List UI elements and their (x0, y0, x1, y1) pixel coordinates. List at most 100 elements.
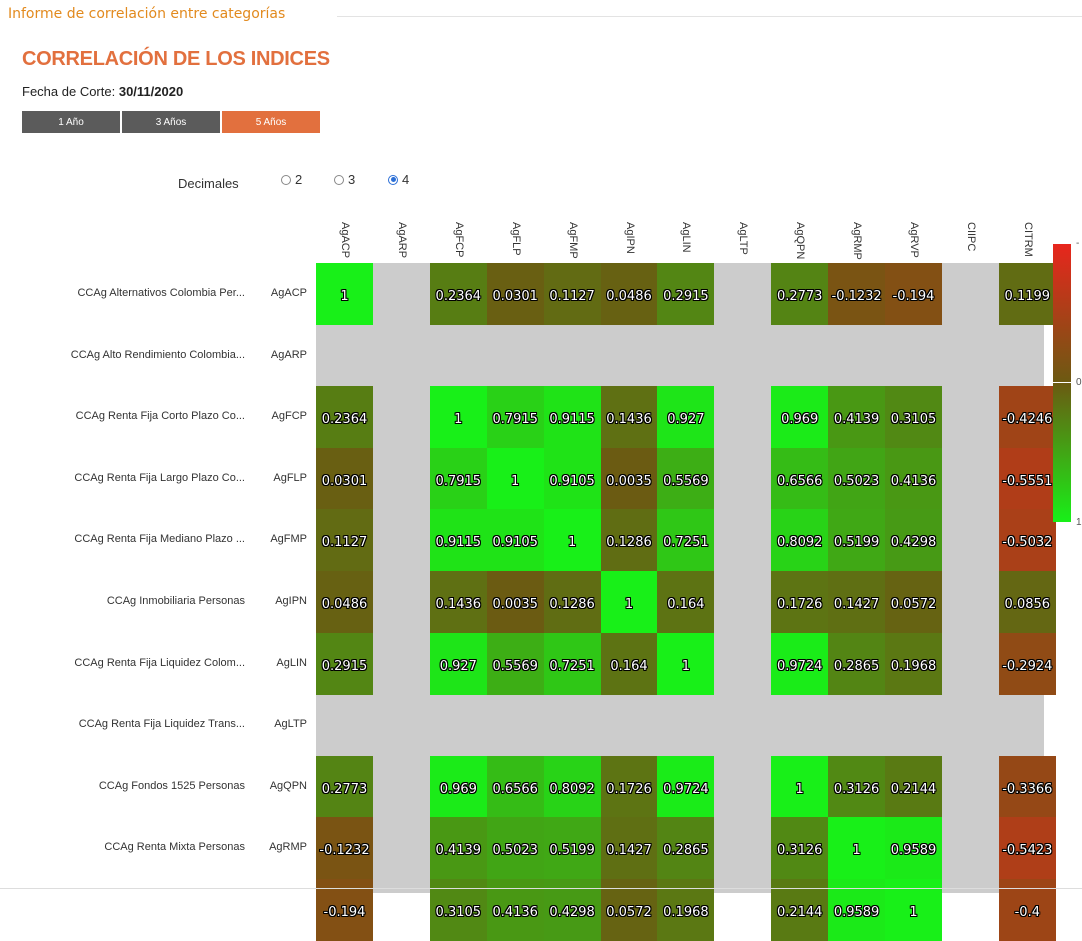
matrix-cell[interactable]: 0.2773 (316, 755, 373, 818)
matrix-cell[interactable]: 0.3105 (885, 386, 942, 449)
matrix-cell[interactable]: -0.5551 (998, 447, 1056, 510)
matrix-cell[interactable]: 0.7251 (543, 632, 601, 695)
matrix-cell[interactable]: -0.5032 (998, 509, 1056, 572)
matrix-cell[interactable]: 1 (429, 386, 487, 449)
matrix-cell[interactable]: 0.927 (657, 386, 715, 449)
matrix-cell[interactable]: 0.0035 (486, 571, 544, 633)
matrix-cell[interactable]: 0.1726 (600, 755, 658, 818)
cutoff-label: Fecha de Corte: (22, 84, 116, 99)
matrix-cell[interactable]: 0.1968 (885, 632, 942, 695)
matrix-cell[interactable]: 0.164 (600, 632, 658, 695)
row-code: AgLTP (274, 718, 307, 731)
matrix-cell[interactable]: 0.4298 (885, 509, 942, 572)
matrix-cell[interactable]: 0.2865 (828, 632, 886, 695)
matrix-cell[interactable]: 0.1127 (316, 509, 373, 572)
radio-circle-icon (281, 174, 291, 185)
matrix-cell[interactable]: 0.1427 (828, 571, 886, 633)
matrix-cell[interactable]: 0.9724 (657, 755, 715, 818)
matrix-cell[interactable]: 0.0301 (316, 447, 373, 510)
matrix-cell[interactable]: 1 (316, 263, 373, 325)
matrix-cell[interactable]: 0.1726 (771, 571, 829, 633)
matrix-cell[interactable]: 0.3126 (828, 755, 886, 818)
matrix-cell[interactable]: 0.5023 (828, 447, 886, 510)
matrix-cell[interactable]: -0.4246 (998, 386, 1056, 449)
matrix-cell[interactable]: 1 (543, 509, 601, 572)
matrix-cell[interactable]: 0.9105 (543, 447, 601, 510)
matrix-cell[interactable]: 0.1127 (543, 263, 601, 325)
matrix-cell[interactable]: 0.6566 (486, 755, 544, 818)
matrix-cell[interactable]: 0.969 (771, 386, 829, 449)
matrix-cell[interactable]: 0.8092 (543, 755, 601, 818)
matrix-cell[interactable]: 0.2865 (657, 817, 715, 880)
matrix-cell[interactable]: 0.969 (429, 755, 487, 818)
row-code: AgFCP (271, 410, 307, 423)
tab-3-years[interactable]: 3 Años (122, 111, 220, 133)
matrix-cell[interactable]: 0.2144 (885, 755, 942, 818)
matrix-cell[interactable]: 0.5199 (828, 509, 886, 572)
period-tabs: 1 Año 3 Años 5 Años (22, 111, 320, 133)
matrix-cell[interactable]: 0.0572 (885, 571, 942, 633)
matrix-cell[interactable]: 0.6566 (771, 447, 829, 510)
matrix-cell[interactable]: 0.1436 (600, 386, 658, 449)
matrix-cell[interactable]: 0.9115 (429, 509, 487, 572)
matrix-cell[interactable]: 0.9115 (543, 386, 601, 449)
matrix-cell[interactable]: 1 (657, 632, 715, 695)
matrix-cell[interactable]: 0.0035 (600, 447, 658, 510)
matrix-cell[interactable]: -0.3366 (998, 755, 1056, 818)
decimals-option-label: 2 (295, 172, 303, 187)
matrix-cell[interactable]: 0.2773 (771, 263, 829, 325)
row-code: AgRMP (269, 841, 307, 854)
matrix-cell[interactable]: 0.7251 (657, 509, 715, 572)
matrix-cell[interactable]: 0.1286 (600, 509, 658, 572)
matrix-cell[interactable]: 0.2915 (657, 263, 715, 325)
row-name: CCAg Alternativos Colombia Per... (77, 287, 245, 299)
matrix-cell[interactable]: 0.7915 (486, 386, 544, 449)
matrix-cell[interactable]: 0.2364 (429, 263, 487, 325)
matrix-cell[interactable]: 0.2364 (316, 386, 373, 449)
matrix-cell[interactable]: 0.9724 (771, 632, 829, 695)
matrix-cell[interactable]: 0.8092 (771, 509, 829, 572)
decimals-option-2[interactable]: 2 (281, 172, 302, 187)
matrix-cell[interactable]: -0.5423 (998, 817, 1056, 880)
matrix-cell[interactable]: -0.194 (885, 263, 942, 325)
matrix-cell[interactable]: 0.5199 (543, 817, 601, 880)
matrix-cell[interactable]: 0.0486 (316, 571, 373, 633)
matrix-cell[interactable]: 0.5023 (486, 817, 544, 880)
matrix-cell[interactable]: 0.5569 (657, 447, 715, 510)
decimals-option-4[interactable]: 4 (388, 172, 409, 187)
legend-divider (337, 16, 1082, 17)
tab-1-year[interactable]: 1 Año (22, 111, 120, 133)
matrix-cell[interactable]: 1 (828, 817, 886, 880)
matrix-cell[interactable]: 0.164 (657, 571, 715, 633)
decimals-option-3[interactable]: 3 (334, 172, 355, 187)
matrix-cell[interactable]: 0.5569 (486, 632, 544, 695)
matrix-cell[interactable]: 0.4139 (429, 817, 487, 880)
tab-5-years[interactable]: 5 Años (222, 111, 320, 133)
matrix-cell[interactable]: -0.1232 (316, 817, 373, 880)
matrix-cell[interactable]: 1 (486, 447, 544, 510)
matrix-cell[interactable]: 0.9105 (486, 509, 544, 572)
matrix-cell[interactable]: 0.1199 (998, 263, 1056, 325)
radio-checked-icon (388, 174, 398, 185)
matrix-cell[interactable]: 0.9589 (885, 817, 942, 880)
matrix-cell[interactable]: -0.1232 (828, 263, 886, 325)
matrix-cell[interactable]: 0.1436 (429, 571, 487, 633)
matrix-cell[interactable]: 0.4136 (885, 447, 942, 510)
matrix-cell[interactable]: 0.0856 (998, 571, 1056, 633)
cutoff-value: 30/11/2020 (118, 84, 184, 99)
matrix-cell[interactable]: 0.3126 (771, 817, 829, 880)
matrix-cell[interactable]: -0.2924 (998, 632, 1056, 695)
matrix-cell[interactable]: 0.927 (429, 632, 487, 695)
matrix-cell[interactable]: 0.7915 (429, 447, 487, 510)
matrix-cell[interactable]: 0.4139 (828, 386, 886, 449)
matrix-cell[interactable]: 1 (771, 755, 829, 818)
matrix-cell[interactable]: 0.2915 (316, 632, 373, 695)
matrix-cell[interactable]: 1 (600, 571, 658, 633)
matrix-cell[interactable]: 0.0486 (600, 263, 658, 325)
column-header: AgRVP (908, 222, 920, 258)
matrix-cell[interactable]: 0.1427 (600, 817, 658, 880)
row-code: AgFMP (270, 533, 307, 546)
matrix-cell[interactable]: 0.0301 (486, 263, 544, 325)
column-header: AgFLP (509, 222, 522, 256)
matrix-cell[interactable]: 0.1286 (543, 571, 601, 633)
